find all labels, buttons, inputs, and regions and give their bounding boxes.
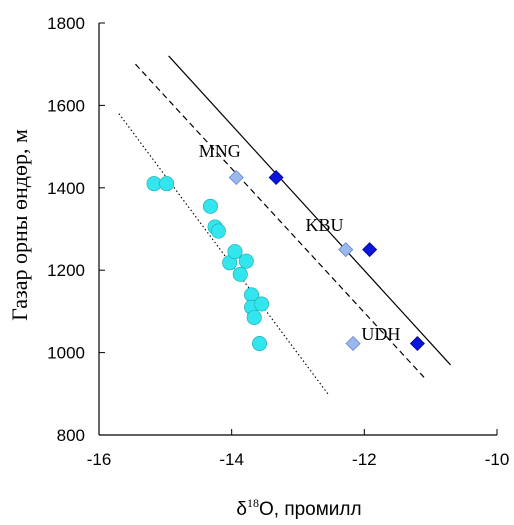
data-point-circle	[246, 310, 262, 326]
y-axis-label: Газар орны өндөр, м	[7, 129, 32, 321]
trend-lines	[118, 55, 452, 395]
data-point-circle	[238, 253, 254, 269]
y-tick-label: 1600	[47, 96, 85, 115]
data-point-circle	[232, 266, 248, 282]
data-point-circle	[210, 223, 226, 239]
data-point-circle	[202, 198, 218, 214]
y-tick-label: 1800	[47, 14, 85, 33]
data-point-circle	[146, 176, 162, 192]
data-point-diamond	[228, 170, 244, 185]
y-tick-label: 800	[57, 426, 85, 445]
y-tick-label: 1200	[47, 261, 85, 280]
data-point-circle	[159, 176, 175, 192]
data-point-diamond	[338, 242, 354, 258]
data-point-circle	[252, 336, 268, 352]
data-point-diamond	[409, 336, 425, 352]
data-point-diamond	[268, 170, 284, 185]
x-axis-label-superscript: 18	[247, 496, 259, 510]
data-point-diamond	[362, 242, 378, 258]
y-tick-label: 1400	[47, 179, 85, 198]
annotation-mng: MNG	[199, 141, 241, 161]
trend-line-solid	[168, 55, 452, 366]
x-axis-label-delta: δ	[236, 499, 247, 520]
annotation-kbu: KBU	[306, 215, 344, 235]
data-point-circle	[254, 296, 270, 312]
annotation-udh: UDH	[361, 324, 400, 344]
trend-line-dashed	[135, 63, 425, 378]
annotations: MNG KBU UDH	[199, 141, 401, 344]
x-tick-label: -10	[485, 450, 510, 469]
x-axis-label-rest: O, промилл	[259, 499, 362, 520]
data-point-circle	[227, 244, 243, 260]
x-axis-label: δ18O, промилл	[236, 496, 361, 520]
x-tick-label: -12	[352, 450, 377, 469]
y-tick-label: 1000	[47, 344, 85, 363]
x-tick-label: -16	[87, 450, 112, 469]
x-tick-label: -14	[219, 450, 244, 469]
data-points	[146, 170, 425, 352]
axes: -16 -14 -12 -10 800 1000 1200 1400 1600 1800	[47, 14, 509, 469]
data-point-diamond	[345, 336, 361, 352]
